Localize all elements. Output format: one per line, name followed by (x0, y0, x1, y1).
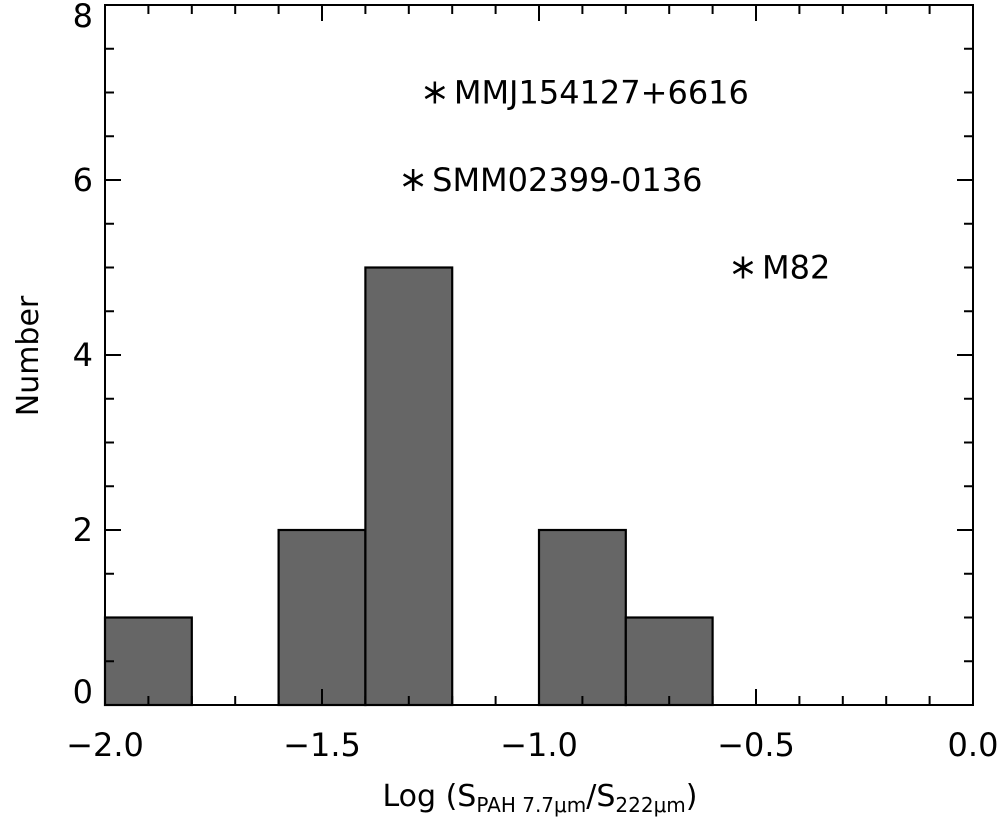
histogram-bar (364, 266, 454, 707)
x-axis-label-sub-pah: PAH 7.7μm (476, 793, 586, 817)
y-tick-label: 6 (73, 161, 93, 199)
annotations-layer: MMJ154127+6616 SMM02399-0136 M82 (402, 74, 830, 287)
x-axis-label-mid: /S (586, 779, 615, 814)
y-tick-label: 0 (73, 673, 93, 711)
y-tick-label: 8 (73, 0, 93, 35)
y-axis-label: Number (11, 295, 46, 416)
histogram-bar (624, 616, 714, 707)
annotation-label: M82 (762, 249, 830, 287)
annotation-point: M82 (732, 249, 830, 287)
asterisk-marker-stroke (732, 260, 754, 275)
asterisk-marker-stroke (402, 173, 424, 187)
x-tick-label: −1.5 (283, 726, 361, 764)
x-tick-label: −2.0 (66, 726, 144, 764)
annotation-label: SMM02399-0136 (432, 161, 702, 199)
x-axis-label-end: ) (686, 779, 698, 814)
histogram-bar (537, 528, 627, 707)
x-axis-label: Log (SPAH 7.7μm/S222μm) (382, 779, 697, 817)
plot-frame (104, 4, 974, 706)
x-axis-label-main: Log (S (382, 779, 476, 814)
histogram-bar (277, 528, 367, 707)
y-tick-label: 4 (73, 336, 93, 374)
x-axis-label-sub-222: 222μm (615, 793, 685, 817)
histogram-bar (103, 616, 193, 707)
tick-labels-layer: −2.0 −1.5 −1.0 −0.5 0.0 0 2 4 6 8 (66, 0, 998, 764)
asterisk-marker-stroke (424, 85, 445, 100)
x-tick-label: −0.5 (717, 726, 795, 764)
bars-layer (103, 266, 714, 707)
y-tick-label: 2 (73, 511, 93, 549)
annotation-label: MMJ154127+6616 (454, 74, 749, 112)
annotation-point: MMJ154127+6616 (424, 74, 749, 112)
x-tick-label: 0.0 (948, 726, 999, 764)
x-tick-label: −1.0 (500, 726, 578, 764)
annotation-point: SMM02399-0136 (402, 161, 702, 199)
